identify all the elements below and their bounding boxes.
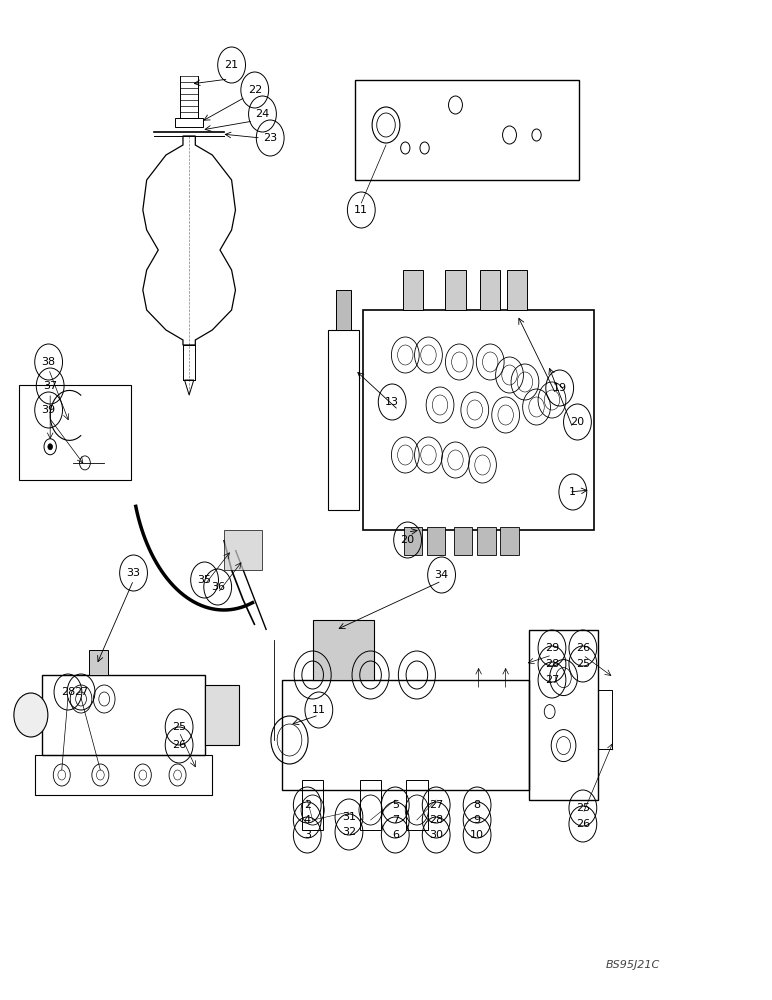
Text: 7: 7 bbox=[391, 815, 399, 825]
Text: 13: 13 bbox=[385, 397, 399, 407]
FancyBboxPatch shape bbox=[224, 530, 262, 570]
Text: 20: 20 bbox=[401, 535, 415, 545]
FancyBboxPatch shape bbox=[313, 620, 374, 680]
Text: 36: 36 bbox=[211, 582, 225, 592]
Text: 29: 29 bbox=[545, 643, 559, 653]
FancyBboxPatch shape bbox=[445, 270, 466, 310]
Text: 6: 6 bbox=[391, 830, 399, 840]
Text: 3: 3 bbox=[303, 830, 311, 840]
Text: 25: 25 bbox=[172, 722, 186, 732]
Text: 11: 11 bbox=[354, 205, 368, 215]
Text: 5: 5 bbox=[391, 800, 399, 810]
FancyBboxPatch shape bbox=[454, 527, 472, 555]
FancyBboxPatch shape bbox=[205, 685, 239, 745]
Text: 28: 28 bbox=[545, 659, 559, 669]
Text: 22: 22 bbox=[248, 85, 262, 95]
FancyBboxPatch shape bbox=[336, 290, 351, 330]
Text: 32: 32 bbox=[342, 827, 356, 837]
Text: 27: 27 bbox=[74, 687, 88, 697]
FancyBboxPatch shape bbox=[89, 650, 108, 675]
Text: 26: 26 bbox=[576, 643, 590, 653]
Text: 35: 35 bbox=[198, 575, 212, 585]
Text: 21: 21 bbox=[225, 60, 239, 70]
FancyBboxPatch shape bbox=[507, 270, 527, 310]
Text: 19: 19 bbox=[553, 383, 567, 393]
Text: 24: 24 bbox=[256, 109, 269, 119]
FancyBboxPatch shape bbox=[477, 527, 496, 555]
Text: 10: 10 bbox=[470, 830, 484, 840]
Text: 34: 34 bbox=[435, 570, 449, 580]
Text: 30: 30 bbox=[429, 830, 443, 840]
Text: 26: 26 bbox=[172, 740, 186, 750]
Text: 8: 8 bbox=[473, 800, 481, 810]
Text: 26: 26 bbox=[576, 819, 590, 829]
Text: 11: 11 bbox=[312, 705, 326, 715]
Text: 2: 2 bbox=[303, 800, 311, 810]
Circle shape bbox=[14, 693, 48, 737]
Circle shape bbox=[48, 444, 52, 450]
Text: 27: 27 bbox=[545, 675, 559, 685]
FancyBboxPatch shape bbox=[480, 270, 500, 310]
Text: 25: 25 bbox=[576, 803, 590, 813]
Text: 28: 28 bbox=[429, 815, 443, 825]
Text: 4: 4 bbox=[303, 815, 311, 825]
Text: 33: 33 bbox=[127, 568, 141, 578]
FancyBboxPatch shape bbox=[403, 270, 423, 310]
Text: 37: 37 bbox=[43, 381, 57, 391]
FancyBboxPatch shape bbox=[427, 527, 445, 555]
Text: BS95J21C: BS95J21C bbox=[606, 960, 660, 970]
Text: 31: 31 bbox=[342, 812, 356, 822]
Text: 27: 27 bbox=[429, 800, 443, 810]
Text: 1: 1 bbox=[569, 487, 577, 497]
Text: 23: 23 bbox=[263, 133, 277, 143]
FancyBboxPatch shape bbox=[404, 527, 422, 555]
FancyBboxPatch shape bbox=[500, 527, 519, 555]
Text: 9: 9 bbox=[473, 815, 481, 825]
Text: 28: 28 bbox=[61, 687, 75, 697]
Text: 38: 38 bbox=[42, 357, 56, 367]
Text: 39: 39 bbox=[42, 405, 56, 415]
Text: 20: 20 bbox=[571, 417, 584, 427]
Text: 25: 25 bbox=[576, 659, 590, 669]
